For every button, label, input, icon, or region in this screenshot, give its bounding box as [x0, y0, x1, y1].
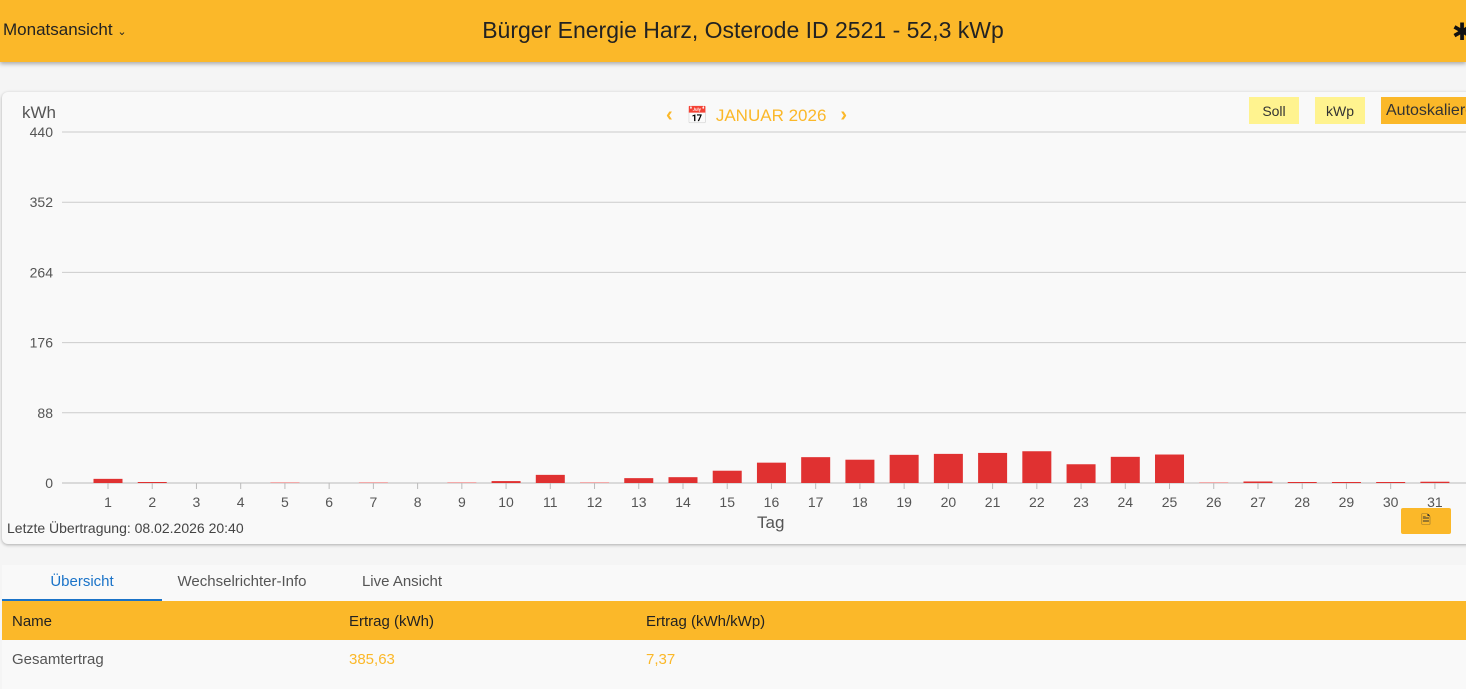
- col-ertrag-kwh: Ertrag (kWh): [349, 613, 435, 630]
- bar: [93, 478, 123, 483]
- x-tick-label: 6: [325, 494, 333, 510]
- x-tick-label: 20: [941, 494, 957, 510]
- x-tick-label: 23: [1073, 494, 1089, 510]
- x-tick-label: 15: [719, 494, 735, 510]
- x-tick-label: 17: [808, 494, 824, 510]
- x-tick-label: 1: [104, 494, 112, 510]
- y-tick-label: 352: [30, 194, 54, 210]
- x-tick-label: 3: [193, 494, 201, 510]
- x-tick-label: 27: [1250, 494, 1266, 510]
- month-nav: ‹ 📅 JANUAR 2026 ›: [660, 104, 853, 127]
- prev-month-button[interactable]: ‹: [666, 104, 673, 126]
- gear-icon[interactable]: ✱: [1452, 19, 1466, 46]
- x-tick-label: 2: [148, 494, 156, 510]
- x-tick-label: 9: [458, 494, 466, 510]
- x-tick-label: 22: [1029, 494, 1045, 510]
- x-tick-label: 31: [1427, 494, 1443, 510]
- x-tick-label: 30: [1383, 494, 1399, 510]
- bar: [668, 477, 698, 483]
- y-tick-label: 264: [30, 264, 54, 280]
- bar: [1420, 481, 1450, 483]
- chevron-down-icon: ⌄: [117, 26, 127, 38]
- row-ertrag-kwh: 385,63: [349, 651, 395, 668]
- top-bar: Monatsansicht ⌄ Bürger Energie Harz, Ost…: [0, 0, 1466, 62]
- bar: [1066, 464, 1096, 483]
- next-month-button[interactable]: ›: [840, 104, 848, 126]
- col-ertrag-kwh-kwp: Ertrag (kWh/kWp): [646, 613, 766, 630]
- row-ertrag-kwh-kwp: 7,37: [646, 651, 676, 668]
- y-tick-label: 0: [45, 475, 53, 491]
- bar: [978, 452, 1008, 483]
- bar: [580, 482, 610, 483]
- bar: [1243, 481, 1273, 483]
- x-tick-label: 29: [1339, 494, 1355, 510]
- tab-bar: Übersicht Wechselrichter-Info Live Ansic…: [2, 565, 1466, 601]
- autoscale-button[interactable]: Autoskalieren: [1381, 97, 1466, 124]
- bar: [624, 478, 654, 483]
- bar: [756, 462, 786, 483]
- pdf-export-button[interactable]: 🗎: [1401, 508, 1451, 534]
- x-tick-label: 26: [1206, 494, 1222, 510]
- x-tick-label: 4: [237, 494, 245, 510]
- x-tick-label: 7: [369, 494, 377, 510]
- table-row: Gesamtertrag 385,63 7,37: [2, 640, 1466, 689]
- month-label[interactable]: JANUAR 2026: [715, 105, 827, 125]
- bar: [801, 457, 831, 483]
- bar: [535, 474, 565, 483]
- col-name: Name: [12, 613, 53, 630]
- bar: [712, 470, 742, 483]
- tab-uebersicht[interactable]: Übersicht: [2, 565, 162, 601]
- soll-button[interactable]: Soll: [1249, 97, 1299, 124]
- x-tick-label: 14: [675, 494, 691, 510]
- last-transfer: Letzte Übertragung: 08.02.2026 20:40: [7, 520, 244, 536]
- x-tick-label: 5: [281, 494, 289, 510]
- bar: [1287, 482, 1317, 483]
- table-header: Name Ertrag (kWh) Ertrag (kWh/kWp): [2, 601, 1466, 640]
- x-tick-label: 21: [985, 494, 1001, 510]
- tab-live-ansicht[interactable]: Live Ansicht: [361, 573, 443, 590]
- row-name: Gesamtertrag: [12, 651, 104, 668]
- bar: [1155, 454, 1185, 483]
- bar: [358, 482, 388, 483]
- bar: [1376, 482, 1406, 483]
- y-axis-label: kWh: [22, 103, 56, 122]
- x-tick-label: 11: [543, 494, 558, 510]
- calendar-icon[interactable]: 📅: [686, 105, 708, 125]
- x-tick-label: 24: [1118, 494, 1134, 510]
- bar: [447, 482, 477, 483]
- bar: [491, 481, 521, 483]
- x-tick-label: 19: [896, 494, 912, 510]
- bar: [137, 482, 167, 483]
- bar: [933, 453, 963, 483]
- bar: [270, 482, 300, 483]
- chart-card: [2, 92, 1466, 544]
- pdf-icon: 🗎: [1421, 512, 1431, 527]
- bar: [889, 454, 919, 483]
- y-tick-label: 176: [30, 335, 54, 351]
- view-select-label: Monatsansicht: [3, 20, 113, 39]
- x-tick-label: 16: [764, 494, 780, 510]
- x-tick-label: 8: [414, 494, 422, 510]
- bar: [845, 459, 875, 483]
- kwp-button[interactable]: kWp: [1315, 97, 1365, 124]
- bar: [1110, 456, 1140, 483]
- bar: [1022, 451, 1052, 483]
- x-tick-label: 13: [631, 494, 647, 510]
- x-axis-label: Tag: [757, 513, 785, 532]
- x-tick-label: 12: [587, 494, 603, 510]
- x-tick-label: 25: [1162, 494, 1178, 510]
- y-tick-label: 440: [30, 124, 54, 140]
- x-tick-label: 10: [498, 494, 514, 510]
- x-tick-label: 18: [852, 494, 868, 510]
- tab-wechselrichter-info[interactable]: Wechselrichter-Info: [177, 573, 307, 590]
- view-select[interactable]: Monatsansicht ⌄: [3, 20, 127, 40]
- bar: [1331, 482, 1361, 483]
- x-tick-label: 28: [1294, 494, 1310, 510]
- y-tick-label: 88: [37, 405, 53, 421]
- bar: [1199, 482, 1229, 483]
- page-title: Bürger Energie Harz, Osterode ID 2521 - …: [482, 17, 1004, 43]
